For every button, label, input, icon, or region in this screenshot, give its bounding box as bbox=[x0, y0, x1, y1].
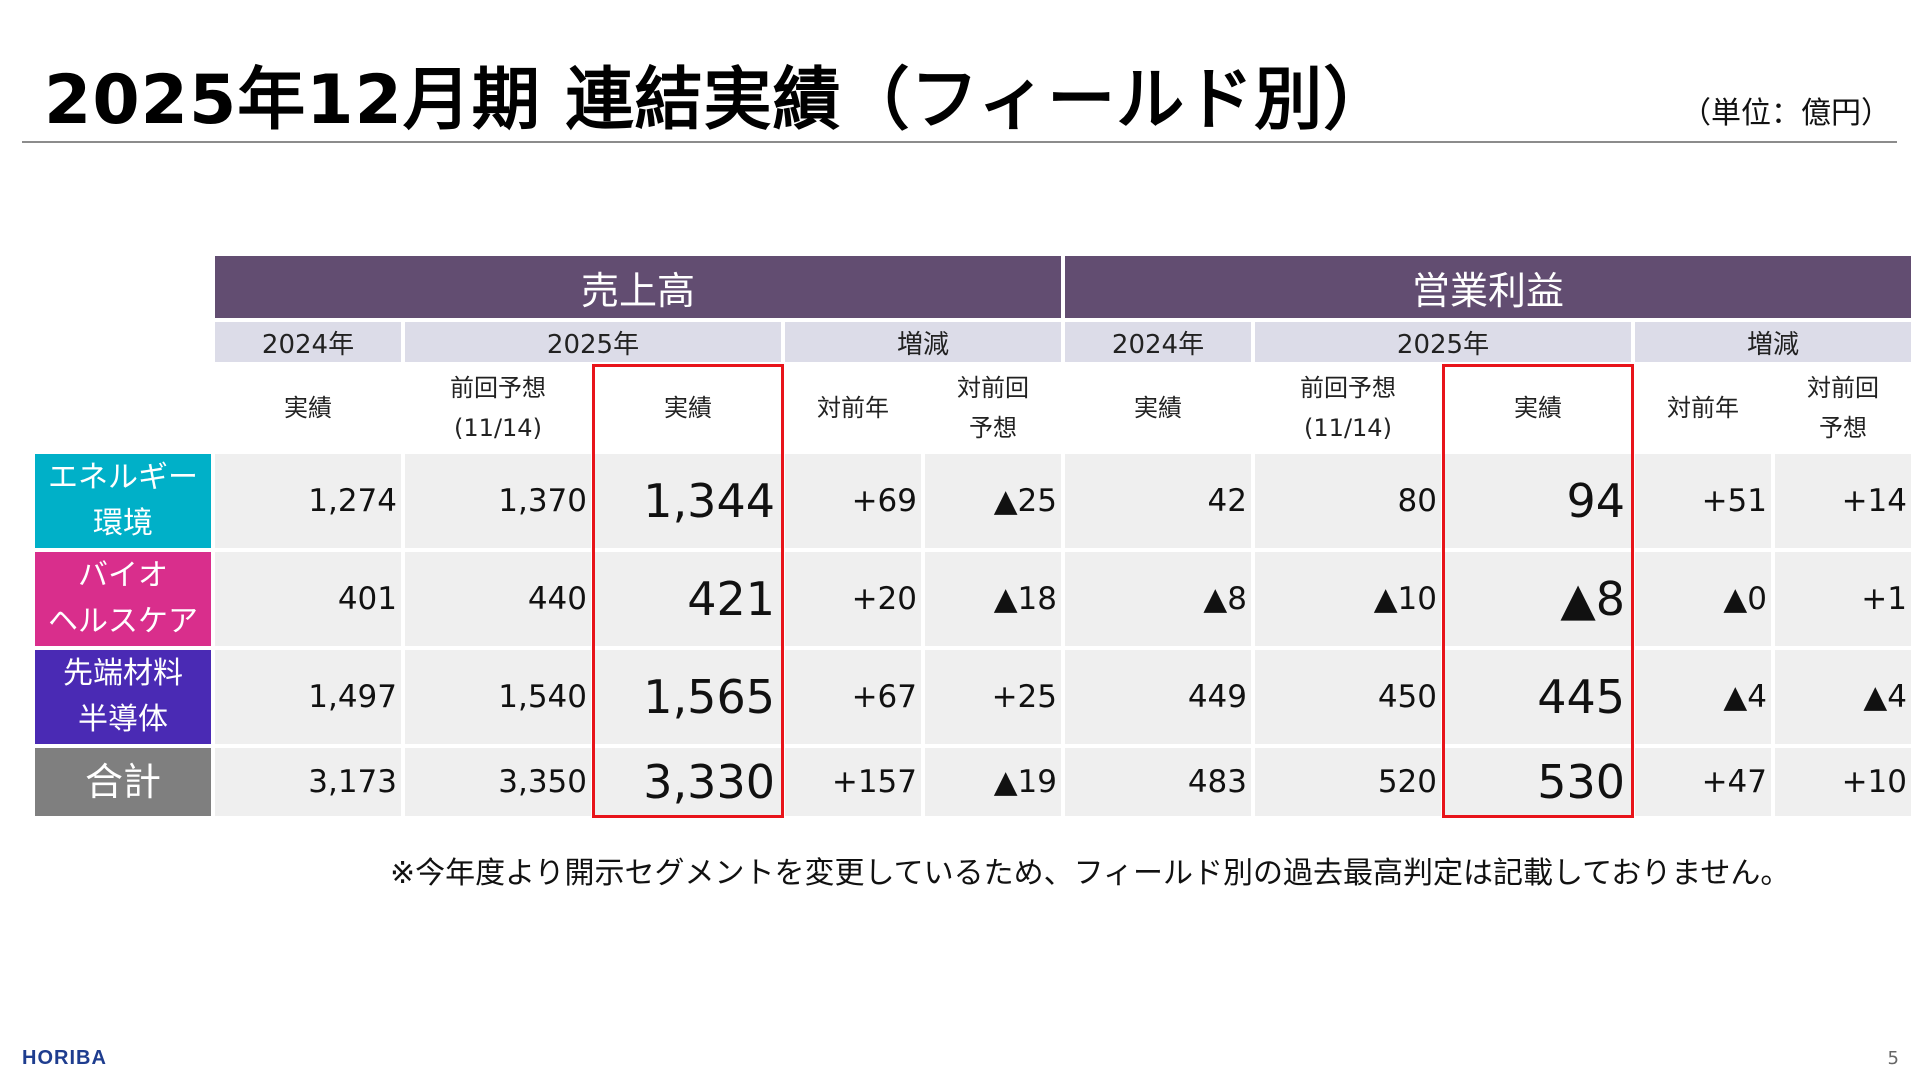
sales-2024-actual: 1,274 bbox=[215, 454, 401, 548]
prev-forecast-date: (11/14) bbox=[454, 414, 542, 442]
field-label-line1: バイオ bbox=[78, 558, 168, 593]
footnote: ※今年度より開示セグメントを変更しているため、フィールド別の過去最高判定は記載し… bbox=[390, 856, 1791, 891]
title-divider bbox=[22, 141, 1897, 143]
prev-forecast-date: (11/14) bbox=[1304, 414, 1392, 442]
field-label-line2: ヘルスケア bbox=[48, 604, 198, 639]
op-prev-forecast: 450 bbox=[1255, 650, 1441, 744]
corner-cell bbox=[35, 322, 211, 362]
sales-yoy: +20 bbox=[785, 552, 921, 646]
op-2025-actual: 445 bbox=[1445, 650, 1631, 744]
op-vs-prev-header: 対前回 予想 bbox=[1775, 366, 1911, 450]
sales-yoy: +157 bbox=[785, 748, 921, 816]
field-label-line1: エネルギー bbox=[48, 460, 198, 495]
table-row: バイオ ヘルスケア 401 440 421 +20 ▲18 ▲8 ▲10 ▲8 … bbox=[35, 552, 1911, 646]
sales-2025-actual: 421 bbox=[595, 552, 781, 646]
sales-change-header: 増減 bbox=[785, 322, 1061, 362]
vs-prev-label-2: 予想 bbox=[969, 414, 1017, 442]
op-2024-actual-header: 実績 bbox=[1065, 366, 1251, 450]
op-prev-forecast: ▲10 bbox=[1255, 552, 1441, 646]
op-prev-forecast: 520 bbox=[1255, 748, 1441, 816]
op-prev-forecast: 80 bbox=[1255, 454, 1441, 548]
sales-prev-forecast-header: 前回予想 (11/14) bbox=[405, 366, 591, 450]
op-vs-prev: ▲4 bbox=[1775, 650, 1911, 744]
op-2024-actual: 449 bbox=[1065, 650, 1251, 744]
field-label-total: 合計 bbox=[35, 748, 211, 816]
table-row: 先端材料 半導体 1,497 1,540 1,565 +67 +25 449 4… bbox=[35, 650, 1911, 744]
sales-vs-prev: ▲25 bbox=[925, 454, 1061, 548]
sales-yoy: +69 bbox=[785, 454, 921, 548]
field-label-line2: 環境 bbox=[93, 506, 153, 541]
op-yoy-header: 対前年 bbox=[1635, 366, 1771, 450]
op-vs-prev: +10 bbox=[1775, 748, 1911, 816]
sales-2025-header: 2025年 bbox=[405, 322, 781, 362]
sales-vs-prev: ▲18 bbox=[925, 552, 1061, 646]
op-2025-actual: 94 bbox=[1445, 454, 1631, 548]
sales-2025-actual: 3,330 bbox=[595, 748, 781, 816]
sub-header-row: 実績 前回予想 (11/14) 実績 対前年 対前回予想 実績 前回予想 (11/1… bbox=[35, 366, 1911, 450]
field-label-materials: 先端材料 半導体 bbox=[35, 650, 211, 744]
vs-prev-label: 対前回 bbox=[957, 374, 1029, 402]
sales-vs-prev-header: 対前回 予想 bbox=[925, 366, 1061, 450]
page-number: 5 bbox=[1887, 1048, 1899, 1069]
op-vs-prev: +14 bbox=[1775, 454, 1911, 548]
sales-vs-prev: ▲19 bbox=[925, 748, 1061, 816]
page-title: 2025年12月期 連結実績（フィールド別） bbox=[44, 61, 1393, 140]
operating-income-section-header: 営業利益 bbox=[1065, 256, 1911, 318]
corner-cell bbox=[35, 256, 211, 318]
sales-2024-actual: 1,497 bbox=[215, 650, 401, 744]
sales-2024-actual: 401 bbox=[215, 552, 401, 646]
sales-prev-forecast: 1,540 bbox=[405, 650, 591, 744]
sales-2025-actual: 1,344 bbox=[595, 454, 781, 548]
sales-yoy-header: 対前年 bbox=[785, 366, 921, 450]
results-table: 売上高 営業利益 2024年 2025年 増減 2024年 2025年 増減 実… bbox=[31, 252, 1915, 820]
sales-2025-actual-highlight bbox=[592, 364, 784, 818]
op-vs-prev: +1 bbox=[1775, 552, 1911, 646]
op-2025-actual-highlight bbox=[1442, 364, 1634, 818]
op-2024-actual: 483 bbox=[1065, 748, 1251, 816]
field-label-line1: 合計 bbox=[84, 760, 161, 804]
sales-yoy: +67 bbox=[785, 650, 921, 744]
corner-cell bbox=[35, 366, 211, 450]
op-2025-actual: 530 bbox=[1445, 748, 1631, 816]
op-yoy: ▲4 bbox=[1635, 650, 1771, 744]
unit-label: （単位：億円） bbox=[1681, 96, 1891, 131]
op-yoy: ▲0 bbox=[1635, 552, 1771, 646]
vs-prev-label: 対前回 bbox=[1807, 374, 1879, 402]
sales-2025-actual-header: 実績 bbox=[595, 366, 781, 450]
op-2024-actual: ▲8 bbox=[1065, 552, 1251, 646]
op-change-header: 増減 bbox=[1635, 322, 1911, 362]
op-prev-forecast-header: 前回予想 (11/14) bbox=[1255, 366, 1441, 450]
op-2024-header: 2024年 bbox=[1065, 322, 1251, 362]
table-row: エネルギー 環境 1,274 1,370 1,344 +69 ▲25 42 80… bbox=[35, 454, 1911, 548]
section-header-row: 売上高 営業利益 bbox=[35, 256, 1911, 318]
sales-prev-forecast: 3,350 bbox=[405, 748, 591, 816]
year-header-row: 2024年 2025年 増減 2024年 2025年 増減 bbox=[35, 322, 1911, 362]
sales-2024-header: 2024年 bbox=[215, 322, 401, 362]
sales-2024-actual-header: 実績 bbox=[215, 366, 401, 450]
sales-2025-actual: 1,565 bbox=[595, 650, 781, 744]
op-2025-actual-header: 実績 bbox=[1445, 366, 1631, 450]
op-yoy: +51 bbox=[1635, 454, 1771, 548]
sales-vs-prev: +25 bbox=[925, 650, 1061, 744]
prev-forecast-label: 前回予想 bbox=[1300, 374, 1396, 402]
op-2024-actual: 42 bbox=[1065, 454, 1251, 548]
sales-prev-forecast: 440 bbox=[405, 552, 591, 646]
field-label-line1: 先端材料 bbox=[63, 656, 183, 691]
vs-prev-label-2: 予想 bbox=[1819, 414, 1867, 442]
field-label-bio: バイオ ヘルスケア bbox=[35, 552, 211, 646]
table-row: 合計 3,173 3,350 3,330 +157 ▲19 483 520 53… bbox=[35, 748, 1911, 816]
horiba-logo: HORIBA bbox=[22, 1047, 107, 1069]
sales-prev-forecast: 1,370 bbox=[405, 454, 591, 548]
op-yoy: +47 bbox=[1635, 748, 1771, 816]
field-label-energy: エネルギー 環境 bbox=[35, 454, 211, 548]
field-label-line2: 半導体 bbox=[78, 702, 168, 737]
sales-section-header: 売上高 bbox=[215, 256, 1061, 318]
op-2025-header: 2025年 bbox=[1255, 322, 1631, 362]
op-2025-actual: ▲8 bbox=[1445, 552, 1631, 646]
prev-forecast-label: 前回予想 bbox=[450, 374, 546, 402]
sales-2024-actual: 3,173 bbox=[215, 748, 401, 816]
